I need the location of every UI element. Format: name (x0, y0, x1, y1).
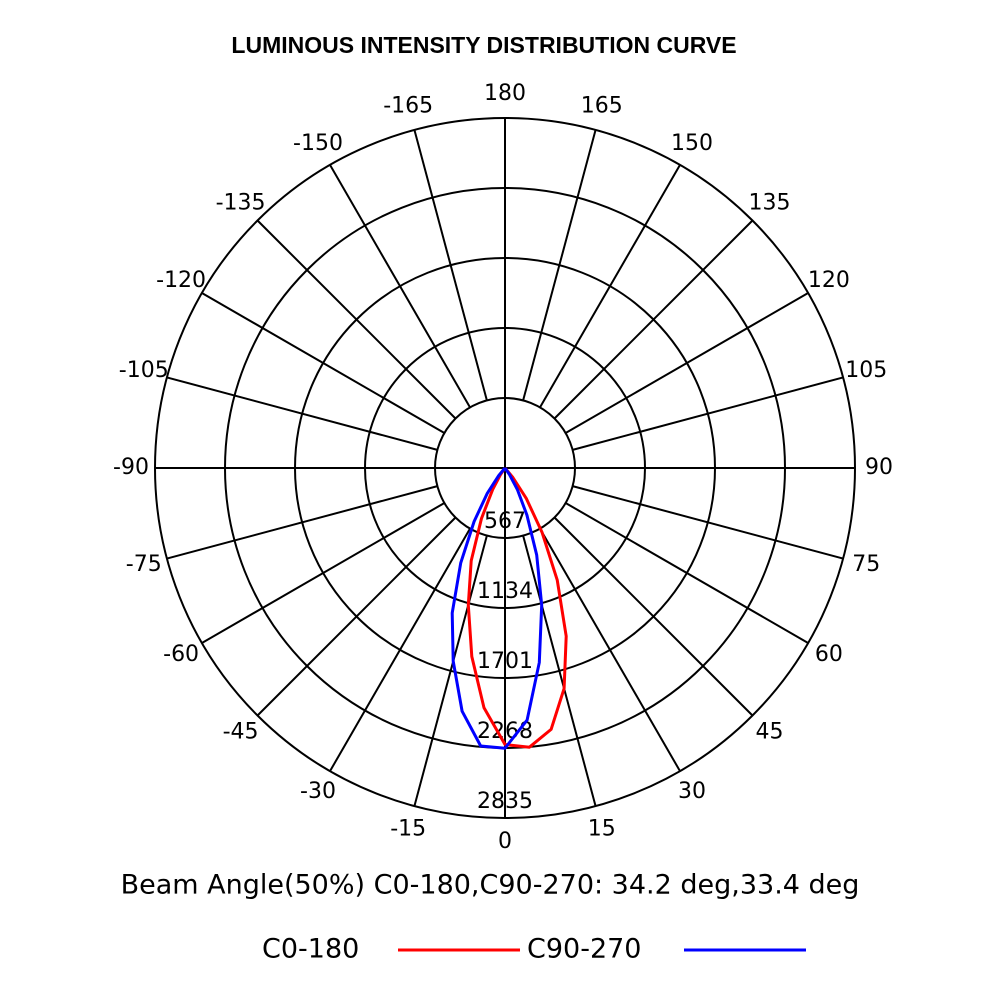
angle-label: 45 (755, 719, 783, 744)
angle-label: 120 (808, 268, 850, 293)
curve (466, 467, 568, 749)
spoke (166, 485, 438, 560)
curve (450, 467, 544, 750)
spoke (572, 376, 844, 451)
angle-label: -150 (293, 131, 343, 156)
radial-label: 1134 (477, 579, 533, 604)
spoke (329, 164, 471, 408)
angle-label: -60 (163, 642, 199, 667)
spoke (522, 129, 597, 401)
angle-label: 90 (865, 455, 893, 480)
angle-label: -30 (300, 779, 336, 804)
angle-label: 150 (671, 131, 713, 156)
angle-label: -75 (126, 552, 162, 577)
angle-label: 60 (815, 642, 843, 667)
spoke (572, 485, 844, 560)
spoke (329, 528, 471, 772)
radial-label: 567 (484, 509, 526, 534)
spoke (565, 502, 809, 644)
spoke (413, 535, 488, 807)
angle-label: 75 (852, 552, 880, 577)
angle-label: -165 (383, 94, 433, 119)
spoke (539, 164, 681, 408)
angle-label: -15 (390, 816, 426, 841)
spoke (522, 535, 597, 807)
spoke (565, 292, 809, 434)
spoke (413, 129, 488, 401)
angle-label: -120 (156, 268, 206, 293)
spoke (256, 219, 457, 420)
angle-label: 0 (498, 829, 512, 854)
legend-label: C0-180 (262, 934, 359, 965)
spoke (539, 528, 681, 772)
angle-label: 180 (484, 81, 526, 106)
beam-angle-note: Beam Angle(50%) C0-180,C90-270: 34.2 deg… (121, 870, 860, 901)
angle-label: 135 (748, 191, 790, 216)
angle-label: 105 (845, 358, 887, 383)
chart-title: LUMINOUS INTENSITY DISTRIBUTION CURVE (231, 32, 736, 58)
angle-label: 30 (678, 779, 706, 804)
angle-label: 15 (588, 816, 616, 841)
spoke (553, 516, 754, 717)
spoke (201, 502, 445, 644)
angle-label: 165 (581, 94, 623, 119)
angle-label: -90 (113, 455, 149, 480)
angle-label: -135 (216, 191, 266, 216)
angle-label: -45 (223, 719, 259, 744)
angle-label: -105 (119, 358, 169, 383)
radial-label: 2835 (477, 789, 533, 814)
spoke (553, 219, 754, 420)
spoke (256, 516, 457, 717)
legend-label: C90-270 (527, 934, 642, 965)
spoke (166, 376, 438, 451)
radial-label: 1701 (477, 649, 533, 674)
spoke (201, 292, 445, 434)
